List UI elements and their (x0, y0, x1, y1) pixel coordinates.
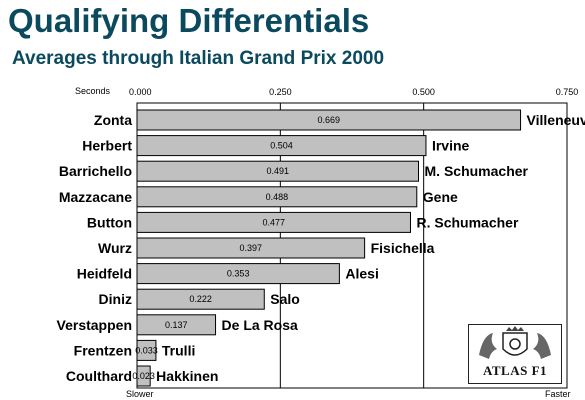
x-tick-label: 0.000 (129, 87, 152, 97)
crest-icon (479, 326, 551, 359)
bar-value-label: 0.669 (318, 115, 341, 125)
bar (136, 339, 157, 361)
axis-unit-label: Seconds (75, 86, 111, 96)
slower-driver-label: Coulthard (66, 368, 132, 384)
bar-value-label: 0.033 (135, 345, 158, 355)
slower-driver-label: Zonta (94, 112, 132, 128)
x-tick-label: 0.750 (556, 87, 579, 97)
faster-driver-label: Salo (270, 291, 300, 307)
bar-value-label: 0.504 (270, 141, 293, 151)
bar (136, 160, 420, 182)
faster-driver-label: De La Rosa (222, 317, 298, 333)
slower-driver-label: Diniz (99, 291, 132, 307)
bar (136, 135, 427, 157)
bar-value-label: 0.222 (189, 294, 212, 304)
bar (136, 211, 411, 233)
slower-driver-label: Heidfeld (77, 266, 132, 282)
x-tick-label: 0.500 (412, 87, 435, 97)
slower-driver-label: Barrichello (59, 163, 132, 179)
bar-value-label: 0.491 (266, 166, 289, 176)
bar (136, 263, 340, 285)
bar-value-label: 0.023 (132, 371, 155, 381)
faster-driver-label: Fisichella (371, 240, 435, 256)
faster-driver-label: Villeneuve (527, 112, 585, 128)
slower-driver-label: Herbert (82, 138, 132, 154)
faster-label: Faster (545, 389, 571, 399)
faster-driver-label: Hakkinen (156, 368, 218, 384)
bar-value-label: 0.488 (266, 192, 289, 202)
chart-title: Qualifying Differentials (8, 2, 370, 39)
faster-driver-label: Gene (423, 189, 458, 205)
slower-driver-label: Verstappen (57, 317, 132, 333)
faster-driver-label: R. Schumacher (416, 214, 518, 230)
bar (136, 288, 265, 310)
bar-value-label: 0.137 (165, 320, 188, 330)
faster-driver-label: Alesi (345, 266, 378, 282)
slower-driver-label: Wurz (98, 240, 132, 256)
slower-driver-label: Mazzacane (59, 189, 132, 205)
bar (136, 109, 522, 131)
bar (136, 237, 366, 259)
bar-value-label: 0.397 (240, 243, 263, 253)
atlas-f1-logo: ATLAS F1 (468, 324, 562, 384)
slower-driver-label: Button (87, 214, 132, 230)
bar (136, 365, 151, 387)
faster-driver-label: M. Schumacher (425, 163, 529, 179)
bar-value-label: 0.353 (227, 269, 250, 279)
slower-label: Slower (126, 389, 154, 399)
bar (136, 186, 418, 208)
bar (136, 314, 217, 336)
faster-driver-label: Trulli (162, 342, 195, 358)
logo-text: ATLAS F1 (482, 363, 548, 378)
bar-value-label: 0.477 (262, 217, 285, 227)
slower-driver-label: Frentzen (74, 342, 132, 358)
x-tick-label: 0.250 (269, 87, 292, 97)
chart-subtitle: Averages through Italian Grand Prix 2000 (12, 48, 385, 69)
faster-driver-label: Irvine (432, 138, 470, 154)
